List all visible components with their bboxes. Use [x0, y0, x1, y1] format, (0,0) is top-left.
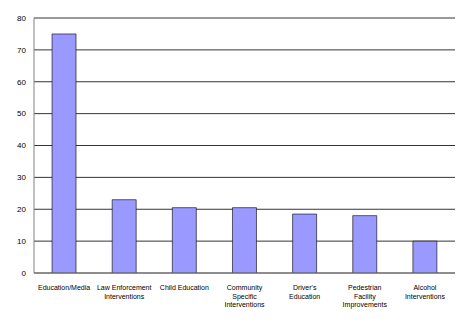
svg-text:10: 10 — [17, 237, 26, 246]
svg-text:80: 80 — [17, 14, 26, 23]
svg-text:Education/Media: Education/Media — [38, 284, 90, 291]
svg-text:0: 0 — [22, 269, 27, 278]
svg-text:Law EnforcementInterventions: Law EnforcementInterventions — [97, 284, 152, 300]
svg-text:PedestrianFacilityImprovements: PedestrianFacilityImprovements — [343, 284, 388, 309]
svg-text:Child Education: Child Education — [160, 284, 209, 291]
svg-text:50: 50 — [17, 109, 26, 118]
svg-text:30: 30 — [17, 173, 26, 182]
svg-text:Driver'sEducation: Driver'sEducation — [289, 284, 320, 300]
svg-text:CommunitySpecificInterventions: CommunitySpecificInterventions — [224, 284, 265, 308]
svg-text:60: 60 — [17, 78, 26, 87]
svg-text:AlcoholInterventions: AlcoholInterventions — [405, 284, 446, 300]
svg-text:20: 20 — [17, 205, 26, 214]
svg-text:40: 40 — [17, 141, 26, 150]
svg-text:70: 70 — [17, 46, 26, 55]
